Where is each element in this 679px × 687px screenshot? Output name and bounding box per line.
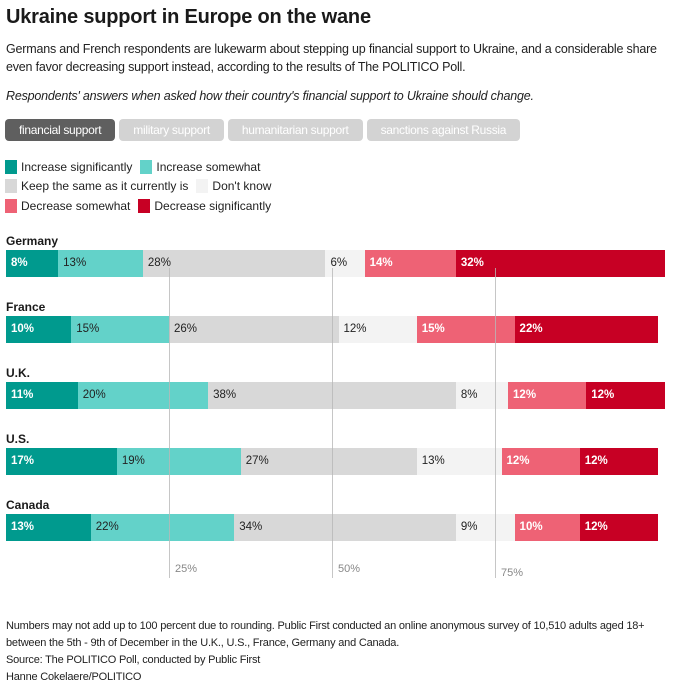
bar-segment: 19% <box>116 448 241 475</box>
tab-sanctions-against-russia[interactable]: sanctions against Russia <box>366 119 521 141</box>
bar-segment: 38% <box>208 382 456 409</box>
bar-row: 17% 19% 27% 13% 12% 12% <box>6 448 658 475</box>
bar-segment: 28% <box>142 250 326 277</box>
topic-tabs: financial support military support human… <box>5 119 521 141</box>
country-label: Germany <box>6 234 59 248</box>
bar-segment: 12% <box>579 448 658 475</box>
legend-swatch <box>5 198 17 213</box>
country-label: U.S. <box>6 432 30 446</box>
legend-item: Decrease significantly <box>138 198 272 213</box>
bar-segment: 34% <box>234 514 456 541</box>
bar-segment: 10% <box>6 316 72 343</box>
legend-swatch <box>140 159 153 174</box>
chart-subtitle: Germans and French respondents are lukew… <box>6 42 657 74</box>
footnote: Numbers may not add up to 100 percent du… <box>6 620 645 649</box>
bar-row: 8% 13% 28% 6% 14% 32% <box>6 250 665 277</box>
country-label: Canada <box>6 498 50 512</box>
bar-segment: 17% <box>6 448 117 475</box>
bar-segment: 8% <box>455 382 509 409</box>
bar-row: 13% 22% 34% 9% 10% 12% <box>6 514 658 541</box>
bar-segment: 11% <box>6 382 78 409</box>
legend-swatch <box>196 179 209 194</box>
tab-military-support[interactable]: military support <box>119 119 224 141</box>
bar-segment: 8% <box>6 250 59 277</box>
legend-item: Increase significantly <box>5 159 133 174</box>
bar-segment: 14% <box>364 250 456 277</box>
bar-segment: 32% <box>455 250 665 277</box>
bar-segment: 10% <box>514 514 580 541</box>
bar-segment: 20% <box>77 382 209 409</box>
legend-label: Decrease significantly <box>154 198 272 213</box>
legend-item: Keep the same as it currently is <box>5 179 189 194</box>
legend-swatch <box>5 179 17 194</box>
bar-segment: 13% <box>416 448 502 475</box>
legend-swatch <box>5 159 17 174</box>
bar-segment: 15% <box>416 316 515 343</box>
bar-segment: 26% <box>169 316 339 343</box>
gridline-label: 75% <box>501 567 524 579</box>
gridline <box>495 268 496 578</box>
gridline-label: 25% <box>175 563 198 575</box>
gridline-label: 50% <box>338 563 361 575</box>
legend: Increase significantly Increase somewhat… <box>5 157 279 216</box>
legend-item: Increase somewhat <box>140 159 261 174</box>
bar-segment: 13% <box>58 250 143 277</box>
tab-financial-support[interactable]: financial support <box>5 119 116 141</box>
legend-label: Don't know <box>212 179 272 194</box>
gridline <box>169 268 170 578</box>
legend-item: Don't know <box>196 179 272 194</box>
legend-label: Keep the same as it currently is <box>21 179 189 194</box>
bar-segment: 13% <box>6 514 91 541</box>
bar-segment: 6% <box>325 250 365 277</box>
legend-label: Decrease somewhat <box>21 198 131 213</box>
gridline <box>332 268 333 578</box>
source-line: Source: The POLITICO Poll, conducted by … <box>6 654 261 666</box>
bar-row: 11% 20% 38% 8% 12% 12% <box>6 382 665 409</box>
bar-segment: 12% <box>338 316 417 343</box>
legend-swatch <box>138 198 151 213</box>
tab-humanitarian-support[interactable]: humanitarian support <box>227 119 363 141</box>
stacked-bar-chart: 25% 50% 75% Germany 8% 13% 28% 6% 14% 32% France 10… <box>0 228 679 580</box>
bar-segment: 27% <box>240 448 417 475</box>
country-label: France <box>6 300 46 314</box>
legend-label: Increase significantly <box>21 159 133 174</box>
credit-line: Hanne Cokelaere/POLITICO <box>6 671 142 683</box>
bar-segment: 22% <box>90 514 235 541</box>
bar-row: 10% 15% 26% 12% 15% 22% <box>6 316 658 343</box>
footer: Numbers may not add up to 100 percent du… <box>6 618 674 686</box>
bar-segment: 22% <box>514 316 658 343</box>
chart-title: Ukraine support in Europe on the wane <box>6 6 371 28</box>
bar-segment: 12% <box>586 382 665 409</box>
bar-segment: 15% <box>71 316 169 343</box>
bar-segment: 9% <box>455 514 515 541</box>
legend-label: Increase somewhat <box>156 159 261 174</box>
chart-description: Respondents' answers when asked how thei… <box>6 89 534 103</box>
country-label: U.K. <box>6 366 30 380</box>
bar-segment: 12% <box>579 514 658 541</box>
legend-item: Decrease somewhat <box>5 198 131 213</box>
bar-segment: 12% <box>501 448 580 475</box>
bar-segment: 12% <box>508 382 587 409</box>
